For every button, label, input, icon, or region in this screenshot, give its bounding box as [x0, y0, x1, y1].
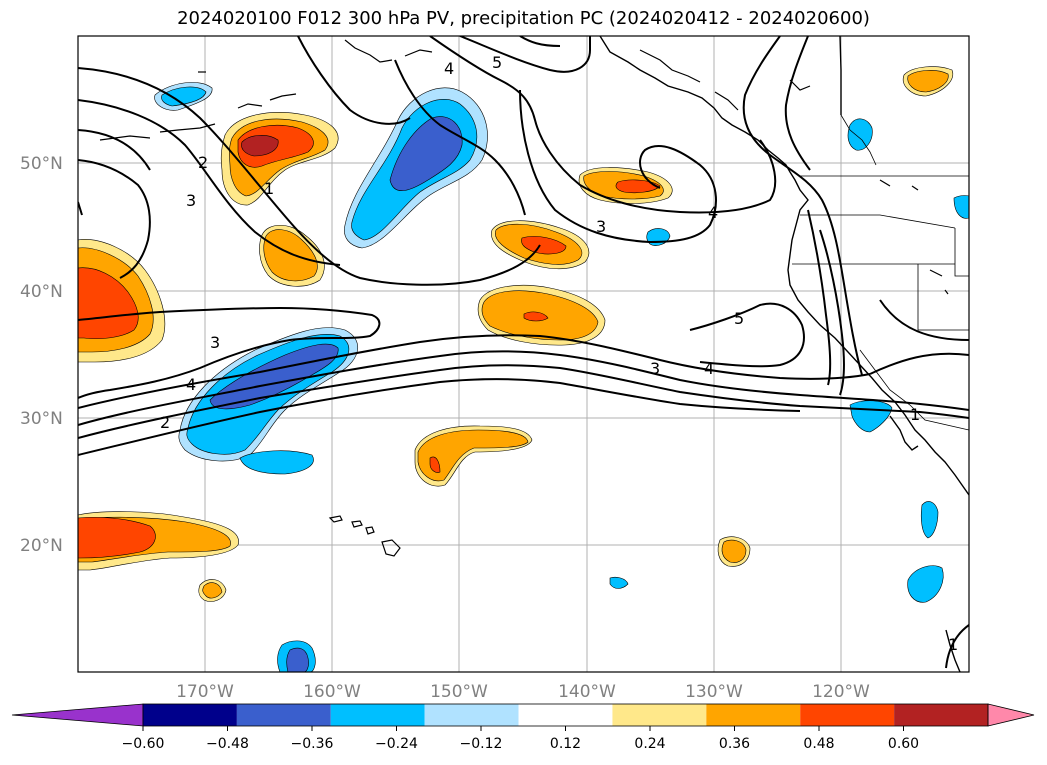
colorbar-bin	[236, 704, 331, 726]
colorbar-bin	[706, 704, 801, 726]
colorbar-bin	[894, 704, 988, 726]
lat-label: 20°N	[20, 536, 63, 556]
colorbar-bin	[518, 704, 613, 726]
pv-label: 4	[708, 203, 718, 222]
colorbar-extension-low	[11, 703, 144, 727]
colorbar-tick-label: 0.24	[634, 736, 665, 752]
lon-label: 160°W	[303, 682, 361, 702]
pv-label: 5	[734, 309, 744, 328]
lon-label: 150°W	[430, 682, 488, 702]
pv-label: 3	[596, 217, 606, 236]
pv-label: 2	[160, 413, 170, 432]
map-plot: 2 3 1 4 5 3 4 5 4 3 2 3 4 1 1	[78, 36, 969, 672]
pv-label: 2	[198, 153, 208, 172]
plot-frame	[77, 35, 970, 673]
negative-pc-areas	[154, 82, 969, 672]
colorbar-tick-label: 0.60	[888, 736, 919, 752]
colorbar-extension-high	[987, 703, 1035, 727]
lon-labels: 170°W 160°W 150°W 140°W 130°W 120°W	[176, 682, 870, 702]
map-title: 2024020100 F012 300 hPa PV, precipitatio…	[177, 8, 870, 29]
lon-label: 130°W	[685, 682, 743, 702]
pv-label: 1	[910, 405, 920, 424]
colorbar-bin	[612, 704, 707, 726]
colorbar-tick-label: 0.36	[719, 736, 750, 752]
lat-label: 40°N	[20, 282, 63, 302]
pv-label: 3	[186, 191, 196, 210]
lat-label: 50°N	[20, 154, 63, 174]
colorbar-tick-label: −0.36	[291, 736, 334, 752]
colorbar-tick-label: −0.60	[122, 736, 165, 752]
positive-pc-areas	[78, 66, 954, 602]
pv-label: 3	[210, 333, 220, 352]
pv-label: 1	[948, 635, 958, 654]
lon-label: 170°W	[176, 682, 234, 702]
pv-label: 1	[264, 179, 274, 198]
coastlines	[599, 36, 969, 672]
pv-label: 4	[444, 59, 454, 78]
colorbar-bin	[330, 704, 425, 726]
pv-label: 4	[186, 375, 196, 394]
pv-label: 4	[704, 359, 714, 378]
pv-label: 5	[492, 53, 502, 72]
colorbar-tick-label: −0.24	[375, 736, 418, 752]
lon-label: 140°W	[558, 682, 616, 702]
colorbar-bin	[800, 704, 895, 726]
colorbar-tick-label: 0.48	[803, 736, 834, 752]
lat-label: 30°N	[20, 409, 63, 429]
colorbar-tick-label: −0.48	[206, 736, 249, 752]
pv-contour-labels: 2 3 1 4 5 3 4 5 4 3 2 3 4 1 1	[160, 53, 958, 654]
colorbar-tick-label: −0.12	[460, 736, 503, 752]
colorbar-bin	[143, 704, 237, 726]
lat-labels: 50°N 40°N 30°N 20°N	[20, 154, 63, 556]
colorbar-tick-label: 0.12	[550, 736, 581, 752]
pv-contours	[78, 36, 969, 669]
pv-label: 3	[650, 359, 660, 378]
colorbar-bin	[424, 704, 519, 726]
colorbar: −0.60 −0.48 −0.36 −0.24 −0.12 0.12 0.24 0.36 0.4…	[11, 703, 1035, 752]
lon-label: 120°W	[812, 682, 870, 702]
